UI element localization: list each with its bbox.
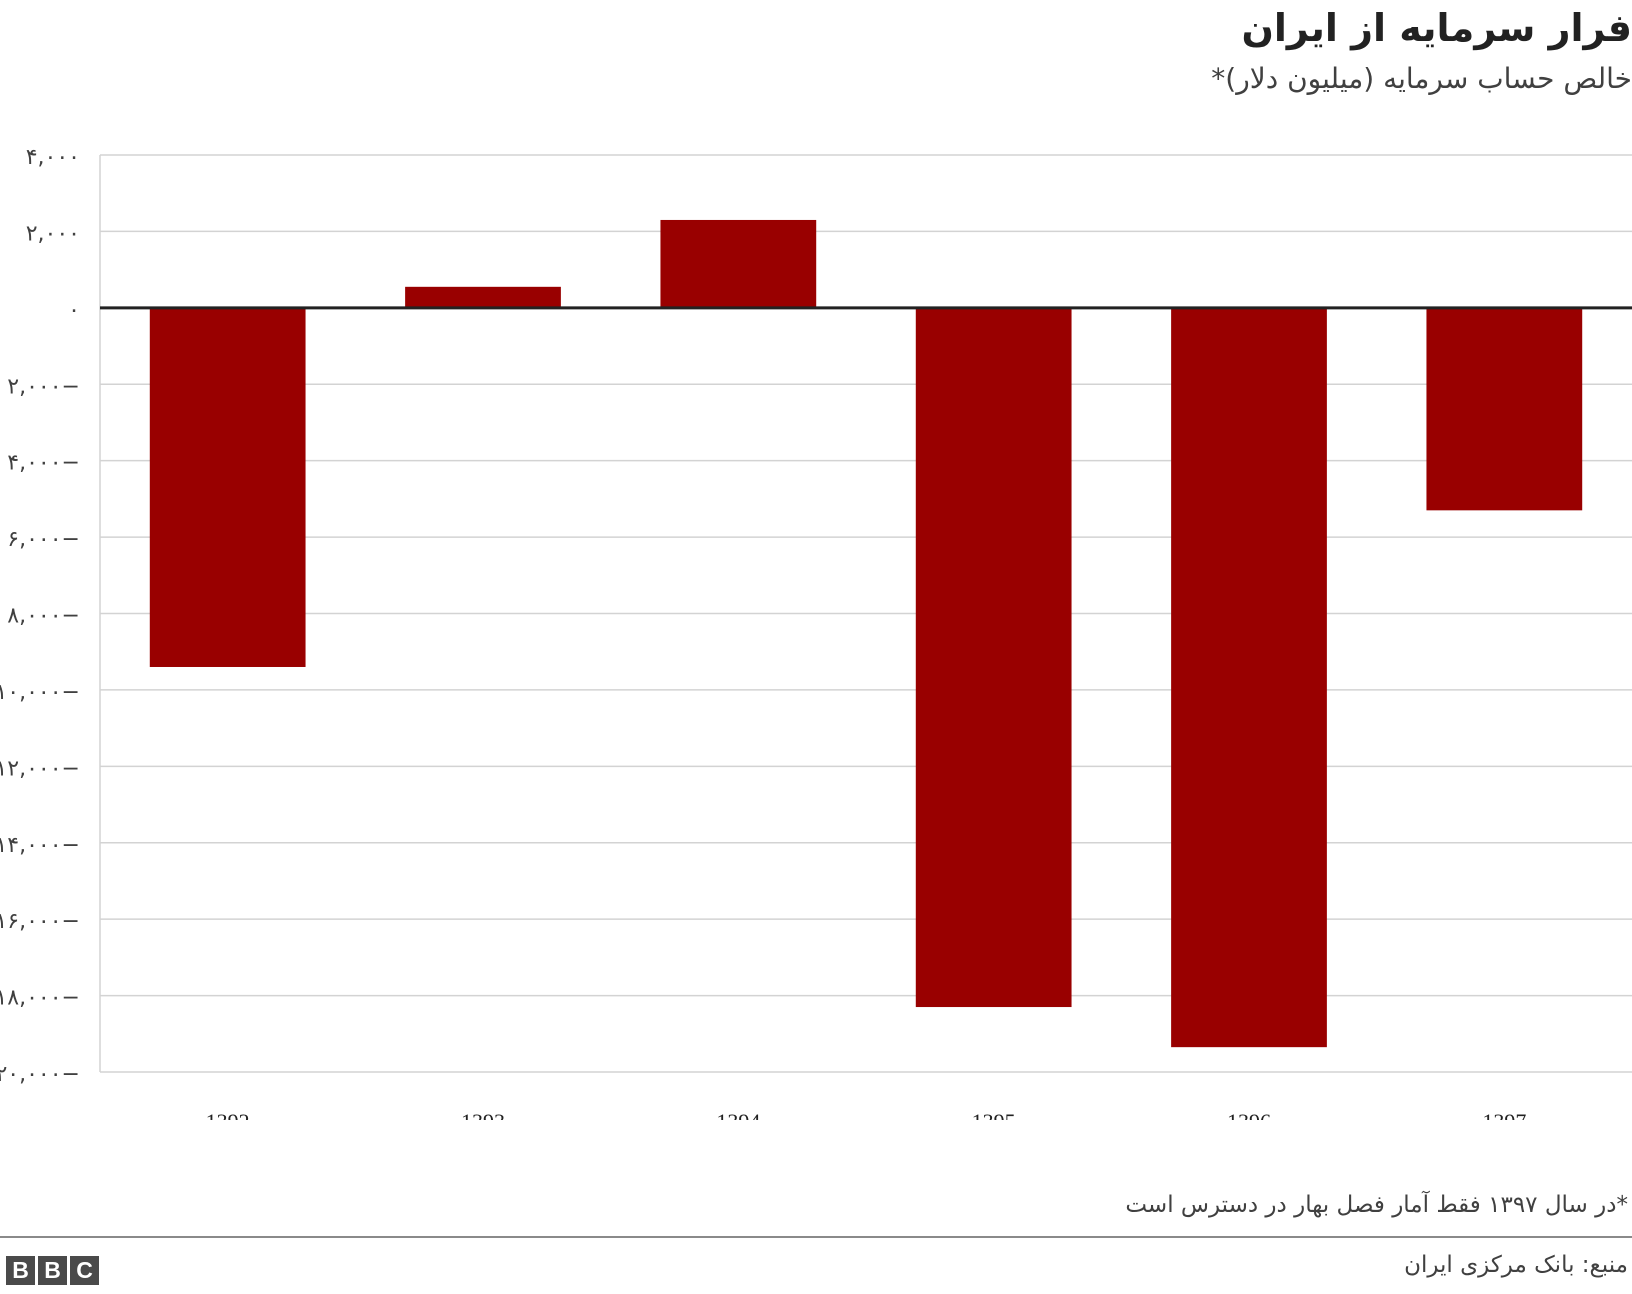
x-tick-label: 1397 (1482, 1109, 1526, 1120)
x-tick-label: 1394 (716, 1109, 760, 1120)
axes: ۴,۰۰۰ ۲,۰۰۰ ۰ ۲,۰۰۰− ۴,۰۰۰− ۶,۰۰۰− ۸,۰۰۰− ۱۰,۰۰… (0, 145, 1632, 1120)
gridlines (99, 154, 1632, 1073)
y-tick-label: ۱۲,۰۰۰− (0, 756, 80, 781)
source-note: منبع: بانک مرکزی ایران (1404, 1252, 1628, 1278)
y-tick-label: ۲,۰۰۰ (26, 221, 80, 246)
y-tick-label: ۲۰,۰۰۰− (0, 1062, 80, 1087)
chart-title: فرار سرمایه از ایران (1241, 6, 1632, 50)
x-tick-label: 1396 (1227, 1109, 1271, 1120)
footer-divider (0, 1236, 1632, 1238)
y-tick-label: ۱۰,۰۰۰− (0, 680, 80, 705)
x-tick-label: 1395 (972, 1109, 1016, 1120)
y-tick-label: ۴,۰۰۰ (26, 145, 80, 170)
y-tick-label: ۸,۰۰۰− (7, 604, 80, 629)
bar (915, 307, 1072, 1008)
x-tick-label: 1392 (206, 1109, 250, 1120)
y-tick-label: ۲,۰۰۰− (7, 374, 80, 399)
logo-letter-b1: B (6, 1256, 35, 1285)
bar (405, 286, 561, 308)
bar-chart: ۴,۰۰۰ ۲,۰۰۰ ۰ ۲,۰۰۰− ۴,۰۰۰− ۶,۰۰۰− ۸,۰۰۰− ۱۰,۰۰… (0, 145, 1632, 1120)
x-tick-label: 1393 (461, 1109, 505, 1120)
chart-subtitle: خالص حساب سرمایه (میلیون دلار)* (1211, 62, 1632, 95)
y-tick-label: ۱۸,۰۰۰− (0, 986, 80, 1011)
bars (149, 219, 1583, 1048)
y-tick-label: ۱۶,۰۰۰− (0, 909, 80, 934)
y-tick-label: ۰ (68, 298, 80, 323)
bar (660, 219, 817, 308)
y-tick-label: ۴,۰۰۰− (7, 451, 80, 476)
logo-letter-c: C (70, 1256, 99, 1285)
bar (149, 307, 306, 667)
y-tick-label: ۶,۰۰۰− (7, 527, 80, 552)
bar (1171, 307, 1327, 1048)
logo-letter-b2: B (38, 1256, 67, 1285)
bbc-logo: B B C (6, 1256, 99, 1285)
footnote: *در سال ۱۳۹۷ فقط آمار فصل بهار در دسترس … (1125, 1192, 1628, 1218)
bar (1426, 307, 1583, 511)
y-tick-label: ۱۴,۰۰۰− (0, 833, 80, 858)
